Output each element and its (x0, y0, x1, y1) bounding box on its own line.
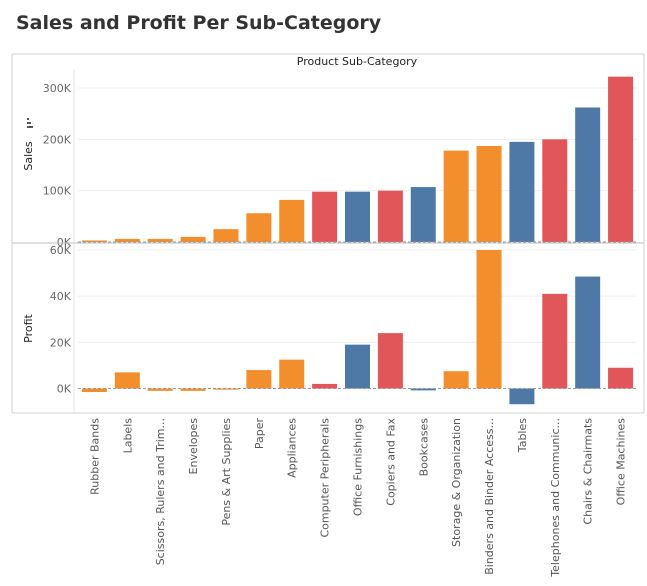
x-tick-label: Office Machines (615, 418, 628, 506)
bar (81, 240, 107, 242)
bar (81, 388, 107, 392)
bar (279, 199, 305, 242)
bar (410, 187, 436, 242)
bar (377, 190, 403, 242)
bar (542, 139, 568, 242)
bar (476, 145, 502, 242)
bar (213, 388, 239, 390)
x-tick-label: Rubber Bands (88, 418, 101, 495)
bar (114, 372, 140, 389)
chart-title: Sales and Profit Per Sub-Category (16, 12, 382, 34)
bar (180, 388, 206, 391)
column-header: Product Sub-Category (297, 55, 418, 68)
x-tick-label: Pens & Art Supplies (220, 418, 233, 526)
bar (180, 236, 206, 242)
y-tick-label: 200K (43, 133, 72, 146)
bar (312, 191, 338, 242)
bar (345, 191, 370, 242)
bar (608, 76, 634, 243)
bar (377, 333, 403, 389)
x-tick-label: Paper (253, 418, 266, 450)
x-tick-label: Chairs & Chairmats (582, 418, 595, 525)
y-axis-title: Profit (22, 313, 35, 342)
sort-icon (27, 118, 33, 128)
y-tick-label: 300K (43, 82, 72, 95)
x-tick-label: Envelopes (187, 418, 200, 475)
x-tick-label: Labels (121, 418, 134, 454)
bar (509, 141, 535, 242)
x-tick-label: Tables (516, 418, 529, 453)
y-tick-label: 20K (50, 336, 72, 349)
x-tick-label: Appliances (286, 418, 299, 478)
y-tick-label: 40K (50, 290, 72, 303)
x-tick-label: Binders and Binder Access... (483, 418, 496, 575)
x-tick-label: Storage & Organization (450, 418, 463, 547)
x-tick-label: Computer Peripherals (319, 418, 332, 538)
bar (575, 107, 601, 243)
y-tick-label: 100K (43, 185, 72, 198)
bar (213, 229, 239, 242)
category-labels: Rubber Bands Labels Scissors, Rulers and T… (88, 418, 627, 578)
bar (410, 388, 436, 391)
x-tick-label: Office Furnishings (352, 418, 365, 516)
x-tick-label: Scissors, Rulers and Trim... (154, 418, 167, 565)
y-axis-title: Sales (22, 141, 35, 171)
header-band (12, 54, 644, 64)
bar (246, 213, 272, 242)
bar (114, 238, 140, 242)
bar (279, 359, 305, 389)
bar (443, 371, 469, 389)
bar (575, 276, 601, 389)
bar (147, 238, 173, 242)
y-tick-label: 60K (50, 244, 72, 257)
bar (345, 344, 370, 389)
bar (476, 250, 502, 389)
bar (312, 383, 338, 389)
y-tick-label: 0K (57, 383, 72, 396)
x-tick-label: Bookcases (417, 418, 430, 477)
x-tick-label: Copiers and Fax (384, 418, 397, 506)
bar (509, 388, 535, 405)
x-tick-label: Telephones and Communic... (549, 418, 562, 578)
bar (608, 367, 634, 389)
bar (246, 370, 272, 389)
bar (443, 150, 469, 242)
bar (147, 388, 173, 391)
bar (542, 293, 568, 389)
